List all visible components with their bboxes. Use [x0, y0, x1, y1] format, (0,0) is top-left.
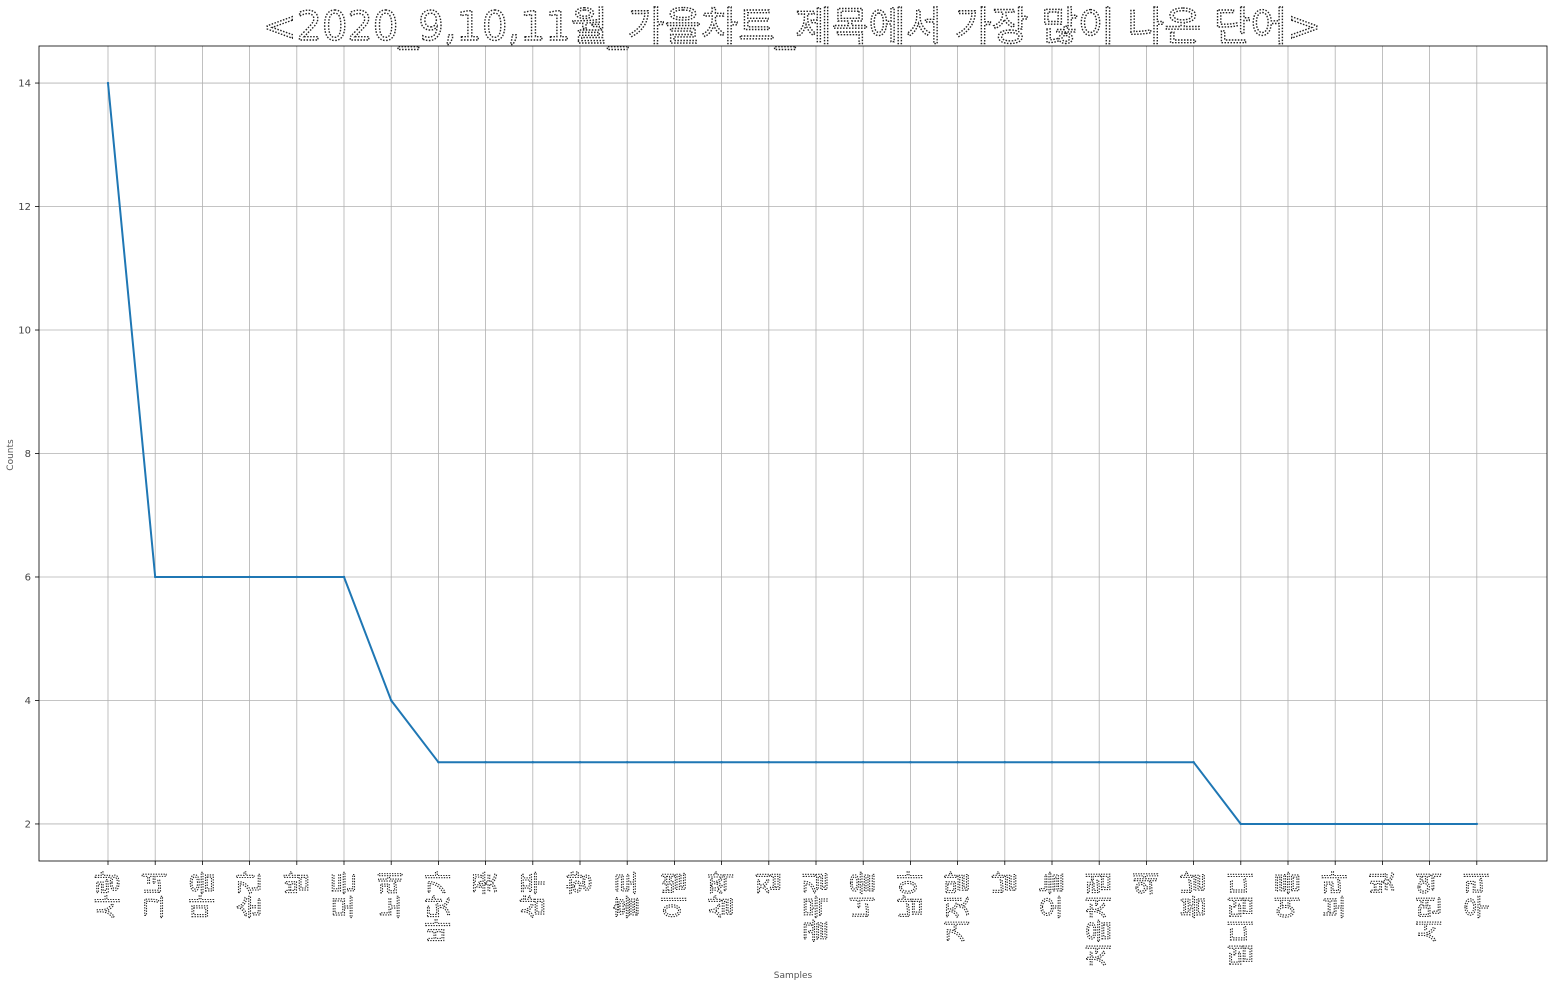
x-tick-label: 꽃	[472, 871, 502, 895]
x-tick-label: 남아	[896, 871, 926, 919]
data-point-7	[437, 761, 440, 764]
x-tick-label: 여름	[1274, 871, 1304, 919]
data-point-17	[909, 761, 912, 764]
x-tick-label: 우리	[1463, 871, 1493, 919]
data-point-0	[106, 81, 110, 85]
data-point-4	[295, 575, 298, 579]
x-tick-label: 거짓말	[944, 871, 974, 943]
x-tick-label: 노래	[377, 871, 407, 919]
data-point-19	[1003, 761, 1006, 764]
x-tick-label: 사랑	[94, 871, 124, 919]
x-tick-label: 바닷가	[424, 871, 454, 943]
y-tick-label: 6	[25, 572, 31, 583]
grid-lines	[39, 46, 1547, 861]
data-point-8	[484, 761, 487, 764]
x-axis-label: Samples	[774, 971, 813, 981]
data-point-29	[1475, 822, 1479, 826]
x-tick-label: 골목길	[802, 871, 832, 943]
data-point-20	[1050, 761, 1054, 764]
y-tick-label: 10	[18, 326, 31, 337]
data-point-22	[1145, 761, 1148, 764]
data-point-9	[531, 761, 534, 764]
data-point-24	[1239, 822, 1243, 826]
chart-title: <2020_9,10,11월_가을차트_제목에서 가장 많이 나온 단어>	[263, 4, 1321, 50]
data-point-3	[248, 575, 251, 579]
x-tick-label: 그녀	[141, 871, 171, 919]
data-point-15	[814, 761, 818, 764]
x-tick-label: 마음	[188, 871, 218, 919]
x-tick-label: 향	[566, 871, 596, 895]
x-tick-label: 모든	[330, 871, 360, 919]
x-tick-label: 순간	[236, 871, 266, 919]
series-line	[107, 82, 1477, 825]
x-tick-label: 날	[991, 871, 1021, 895]
y-tick-label: 2	[25, 819, 31, 830]
data-point-2	[201, 575, 204, 579]
data-point-12	[673, 761, 676, 764]
y-axis-label: Counts	[6, 439, 16, 471]
y-tick-label: 4	[25, 696, 31, 707]
x-tick-label: 이별	[660, 871, 690, 919]
x-axis-ticks: 사랑 그녀 마음 순간 밤 모든 노래 바닷가 꽃 샴푸 향 홀로 이별 살짝 집 골목길 너울 남아 거짓말 날 오늘…	[93, 861, 1493, 967]
x-tick-label: 오늘	[1038, 871, 1068, 919]
x-tick-label: 살짝	[708, 871, 738, 919]
data-point-25	[1286, 822, 1290, 826]
x-tick-label: 집	[755, 871, 785, 895]
x-tick-label: 덤디덤디	[1227, 871, 1257, 967]
data-point-1	[154, 575, 157, 579]
data-point-23	[1192, 761, 1195, 764]
x-tick-label: 빛	[1368, 871, 1398, 895]
data-point-26	[1334, 822, 1337, 826]
data-point-5	[342, 575, 346, 579]
x-tick-label: 처음처럼	[1085, 871, 1115, 967]
x-tick-label: 너울	[849, 871, 879, 919]
x-tick-label: 홀로	[613, 871, 643, 919]
data-point-27	[1381, 822, 1384, 826]
y-tick-label: 8	[25, 449, 31, 460]
x-tick-label: 샴푸	[519, 871, 549, 919]
y-tick-label: 12	[18, 202, 31, 213]
x-tick-label: 왜	[1132, 871, 1162, 895]
x-tick-label: 서면역	[1416, 871, 1446, 943]
x-tick-label: 보라	[1321, 871, 1351, 919]
data-point-6	[390, 699, 393, 702]
data-point-10	[578, 761, 582, 764]
data-point-21	[1098, 761, 1101, 764]
data-point-28	[1428, 822, 1431, 826]
x-tick-label: 봄날	[1180, 871, 1210, 919]
data-point-13	[720, 761, 723, 764]
data-point-11	[626, 761, 629, 764]
data-point-16	[862, 761, 865, 764]
data-point-18	[956, 761, 959, 764]
data-points	[106, 81, 1479, 826]
y-tick-label: 14	[18, 79, 31, 90]
data-point-14	[767, 761, 770, 764]
x-tick-label: 밤	[283, 871, 313, 895]
y-axis-ticks: 2 4 6 8 10 12 14	[18, 79, 39, 830]
